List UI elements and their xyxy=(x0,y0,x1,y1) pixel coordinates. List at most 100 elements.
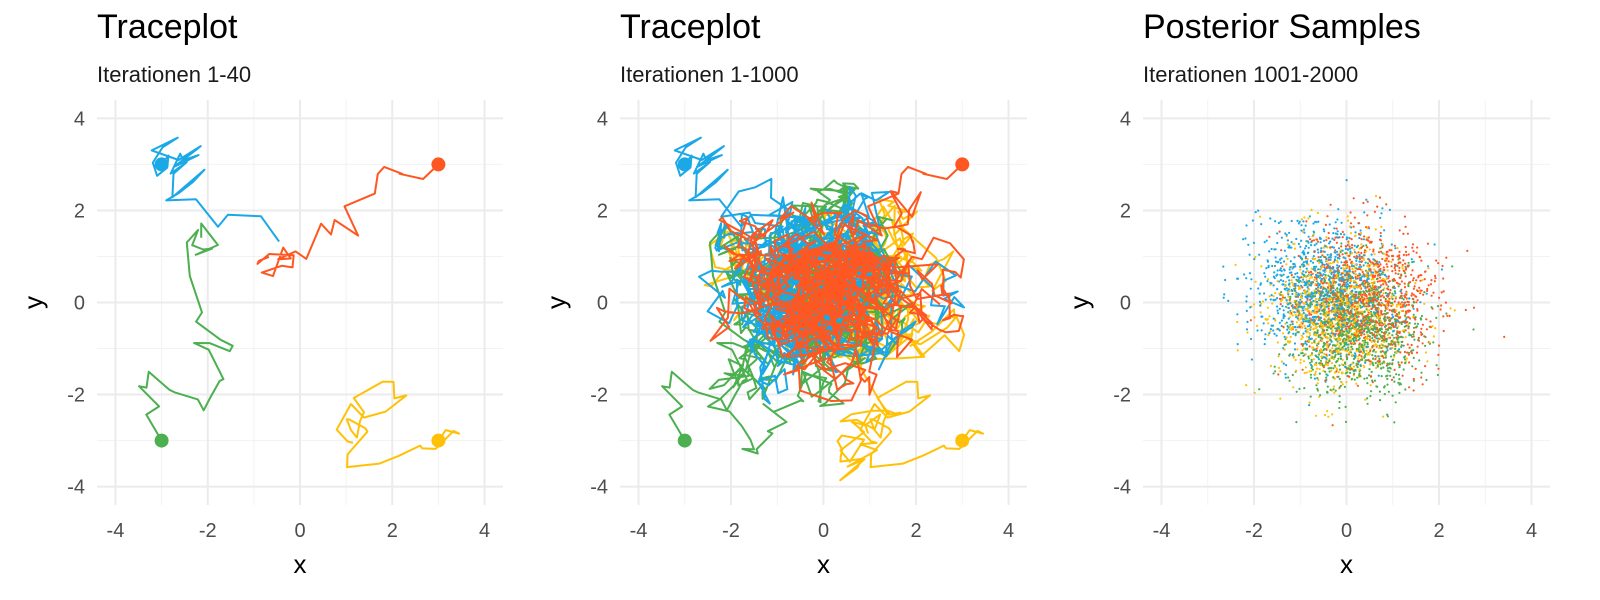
sample-point xyxy=(1398,321,1401,324)
sample-point xyxy=(1343,385,1346,388)
sample-point xyxy=(1382,345,1385,348)
sample-point xyxy=(1353,372,1356,375)
sample-point xyxy=(1311,368,1314,371)
sample-point xyxy=(1361,275,1364,278)
sample-point xyxy=(1356,320,1359,323)
sample-point xyxy=(1386,413,1389,416)
sample-point xyxy=(1354,263,1357,266)
sample-point xyxy=(1317,256,1320,259)
sample-point xyxy=(1296,219,1299,222)
sample-point xyxy=(1304,290,1307,293)
sample-point xyxy=(1282,280,1285,283)
sample-point xyxy=(1277,328,1280,331)
sample-point xyxy=(1404,360,1408,363)
sample-point xyxy=(1359,283,1362,286)
sample-point xyxy=(1358,337,1361,340)
sample-point xyxy=(1308,332,1311,335)
sample-point xyxy=(1377,265,1380,268)
y-tick-label: -2 xyxy=(67,385,85,407)
sample-point xyxy=(1383,304,1386,307)
sample-point xyxy=(1357,327,1360,330)
sample-point xyxy=(1326,253,1329,256)
sample-point xyxy=(1339,342,1342,345)
sample-point xyxy=(1390,265,1393,268)
sample-point xyxy=(1416,322,1419,325)
sample-point xyxy=(1438,344,1441,347)
sample-point xyxy=(1311,295,1314,298)
sample-point xyxy=(1425,328,1428,331)
sample-point xyxy=(1308,310,1311,313)
sample-point xyxy=(1288,325,1291,328)
sample-point xyxy=(1245,295,1248,298)
sample-point xyxy=(1317,358,1320,361)
sample-point xyxy=(1319,303,1322,306)
sample-point xyxy=(1280,360,1283,363)
sample-point xyxy=(1301,307,1304,310)
sample-point xyxy=(1299,295,1302,298)
sample-point xyxy=(1266,306,1269,309)
sample-point xyxy=(1358,368,1361,371)
sample-point xyxy=(1324,332,1327,335)
sample-point xyxy=(1298,387,1301,390)
sample-point xyxy=(1419,279,1422,282)
sample-point xyxy=(1245,277,1248,280)
sample-point xyxy=(1280,257,1283,260)
sample-point xyxy=(1332,309,1335,312)
sample-point xyxy=(1317,316,1320,319)
sample-point xyxy=(1336,302,1340,305)
y-tick-label: 0 xyxy=(74,293,85,315)
sample-point xyxy=(1264,275,1267,278)
sample-point xyxy=(1273,365,1276,368)
sample-point xyxy=(1348,368,1351,371)
sample-point xyxy=(1322,369,1325,372)
sample-point xyxy=(1393,318,1396,321)
sample-point xyxy=(1277,312,1280,315)
sample-point xyxy=(1341,326,1344,329)
sample-point xyxy=(1274,256,1277,259)
sample-point xyxy=(1329,276,1332,279)
sample-point xyxy=(1363,355,1366,358)
sample-point xyxy=(1407,325,1410,328)
sample-point xyxy=(1388,249,1391,252)
sample-point xyxy=(1351,327,1354,330)
sample-point xyxy=(1312,348,1315,351)
sample-point xyxy=(1333,371,1337,374)
sample-point xyxy=(1382,366,1385,369)
sample-point xyxy=(1290,327,1293,330)
sample-point xyxy=(1317,274,1320,277)
sample-point xyxy=(1397,316,1400,319)
sample-point xyxy=(1354,231,1357,234)
sample-point xyxy=(1359,304,1362,307)
sample-point xyxy=(1402,269,1405,272)
sample-point xyxy=(1307,357,1310,360)
sample-point xyxy=(1250,278,1253,281)
sample-point xyxy=(1342,323,1345,326)
sample-point xyxy=(1404,250,1408,253)
sample-point xyxy=(1357,251,1360,254)
sample-point xyxy=(1359,278,1362,281)
sample-point xyxy=(1440,291,1443,294)
sample-point xyxy=(1349,348,1352,351)
y-tick-label: 0 xyxy=(1120,293,1131,315)
sample-point xyxy=(1371,261,1374,264)
sample-point xyxy=(1329,266,1332,269)
sample-point xyxy=(1284,343,1288,346)
sample-point xyxy=(1392,286,1395,289)
sample-point xyxy=(1412,377,1415,381)
sample-point xyxy=(1365,275,1368,278)
sample-point xyxy=(1307,263,1310,266)
sample-point xyxy=(1368,331,1371,334)
sample-point xyxy=(1503,335,1506,338)
sample-point xyxy=(1285,263,1288,266)
sample-point xyxy=(1349,323,1352,326)
sample-point xyxy=(1346,294,1349,297)
sample-point xyxy=(1316,282,1320,285)
sample-point xyxy=(1356,366,1359,369)
sample-point xyxy=(1370,375,1373,378)
sample-point xyxy=(1315,284,1318,287)
sample-point xyxy=(1407,323,1410,326)
sample-point xyxy=(1301,273,1304,276)
sample-point xyxy=(1370,278,1373,281)
sample-point xyxy=(1432,341,1435,344)
